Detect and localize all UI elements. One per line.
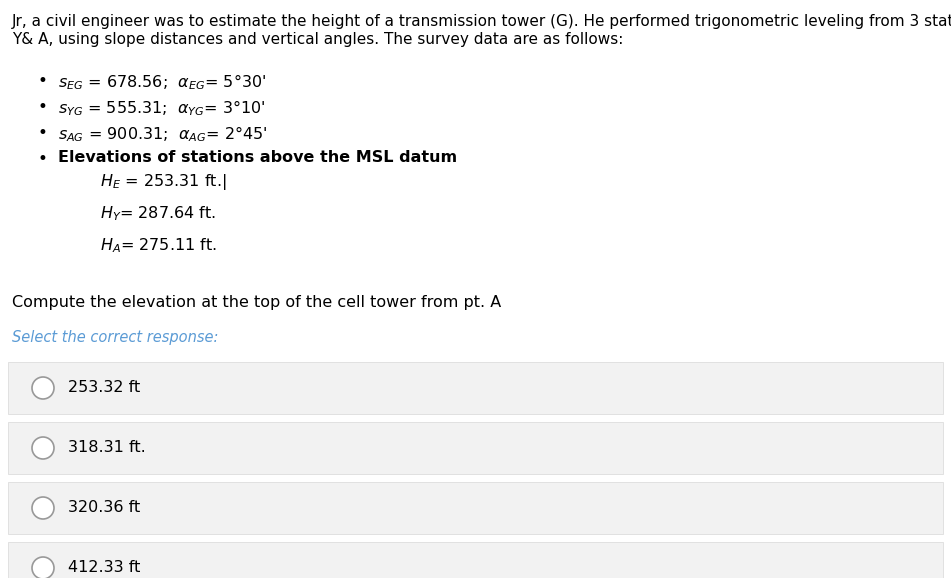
Text: $H_E$ = 253.31 ft.|: $H_E$ = 253.31 ft.| [100, 172, 226, 192]
FancyBboxPatch shape [8, 542, 943, 578]
Text: $s_{AG}$ = 900.31;  $\alpha_{AG}$= 2°45': $s_{AG}$ = 900.31; $\alpha_{AG}$= 2°45' [58, 124, 267, 144]
Text: 320.36 ft: 320.36 ft [68, 501, 140, 516]
FancyBboxPatch shape [8, 422, 943, 474]
Circle shape [32, 377, 54, 399]
Circle shape [32, 557, 54, 578]
Text: Select the correct response:: Select the correct response: [12, 330, 219, 345]
Text: $H_A$= 275.11 ft.: $H_A$= 275.11 ft. [100, 236, 217, 255]
Text: •: • [38, 124, 48, 142]
Text: $s_{EG}$ = 678.56;  $\alpha_{EG}$= 5°30': $s_{EG}$ = 678.56; $\alpha_{EG}$= 5°30' [58, 72, 266, 92]
Text: Y& A, using slope distances and vertical angles. The survey data are as follows:: Y& A, using slope distances and vertical… [12, 32, 623, 47]
Text: Jr, a civil engineer was to estimate the height of a transmission tower (G). He : Jr, a civil engineer was to estimate the… [12, 14, 951, 29]
Text: •: • [38, 150, 48, 168]
Text: 412.33 ft: 412.33 ft [68, 561, 141, 576]
Circle shape [32, 497, 54, 519]
Text: $H_Y$= 287.64 ft.: $H_Y$= 287.64 ft. [100, 204, 216, 223]
Text: •: • [38, 72, 48, 90]
Text: Compute the elevation at the top of the cell tower from pt. A: Compute the elevation at the top of the … [12, 295, 501, 310]
Text: 253.32 ft: 253.32 ft [68, 380, 140, 395]
Text: Elevations of stations above the MSL datum: Elevations of stations above the MSL dat… [58, 150, 457, 165]
Text: 318.31 ft.: 318.31 ft. [68, 440, 146, 455]
FancyBboxPatch shape [8, 482, 943, 534]
Text: $s_{YG}$ = 555.31;  $\alpha_{YG}$= 3°10': $s_{YG}$ = 555.31; $\alpha_{YG}$= 3°10' [58, 98, 266, 118]
Circle shape [32, 437, 54, 459]
Text: •: • [38, 98, 48, 116]
FancyBboxPatch shape [8, 362, 943, 414]
